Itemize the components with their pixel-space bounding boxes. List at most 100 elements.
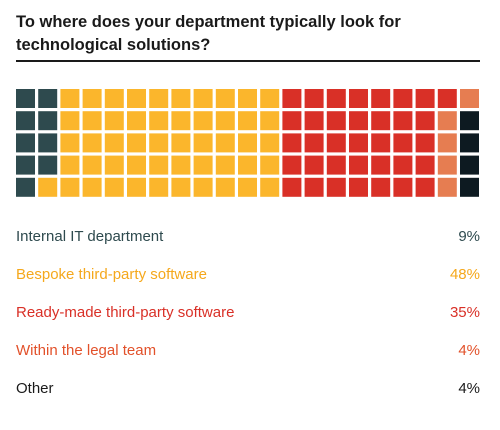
waffle-cell-within-the-legal-team <box>437 155 457 175</box>
waffle-cell-ready-made-third-party-software <box>326 177 346 197</box>
legend-label-bespoke: Bespoke third-party software <box>16 266 207 283</box>
waffle-cell-internal-it-department <box>16 133 35 153</box>
waffle-cell-ready-made-third-party-software <box>393 133 413 153</box>
waffle-cell-internal-it-department <box>38 155 58 175</box>
waffle-cell-bespoke-third-party-software <box>104 133 124 153</box>
waffle-cell-bespoke-third-party-software <box>60 155 80 175</box>
legend-row-other: Other 4% <box>16 375 480 413</box>
waffle-cell-ready-made-third-party-software <box>326 89 346 108</box>
waffle-cell-bespoke-third-party-software <box>149 155 169 175</box>
waffle-cell-ready-made-third-party-software <box>437 89 457 108</box>
waffle-cell-bespoke-third-party-software <box>60 177 80 197</box>
waffle-cell-ready-made-third-party-software <box>371 89 391 108</box>
waffle-cell-bespoke-third-party-software <box>193 177 213 197</box>
waffle-cell-other <box>460 155 479 175</box>
legend-row-legal-team: Within the legal team 4% <box>16 337 480 375</box>
waffle-cell-bespoke-third-party-software <box>260 155 280 175</box>
legend-value-bespoke: 48% <box>449 266 480 283</box>
waffle-cell-bespoke-third-party-software <box>238 177 257 197</box>
waffle-cell-bespoke-third-party-software <box>260 177 280 197</box>
waffle-cell-internal-it-department <box>38 111 58 131</box>
waffle-cell-ready-made-third-party-software <box>282 133 302 153</box>
waffle-cell-ready-made-third-party-software <box>282 155 302 175</box>
waffle-cell-bespoke-third-party-software <box>215 177 235 197</box>
waffle-cell-ready-made-third-party-software <box>393 89 413 108</box>
waffle-cell-bespoke-third-party-software <box>193 133 213 153</box>
legend: Internal IT department 9% Bespoke third-… <box>16 223 480 413</box>
waffle-cell-ready-made-third-party-software <box>349 133 368 153</box>
waffle-cell-bespoke-third-party-software <box>215 133 235 153</box>
legend-label-internal-it: Internal IT department <box>16 228 164 245</box>
title-divider <box>16 60 480 62</box>
legend-value-ready-made: 35% <box>449 304 480 321</box>
waffle-cell-ready-made-third-party-software <box>371 133 391 153</box>
waffle-cell-ready-made-third-party-software <box>415 89 435 108</box>
legend-value-other: 4% <box>458 380 480 397</box>
waffle-cell-ready-made-third-party-software <box>371 177 391 197</box>
waffle-cell-ready-made-third-party-software <box>349 111 368 131</box>
waffle-cell-bespoke-third-party-software <box>82 155 102 175</box>
waffle-cell-ready-made-third-party-software <box>282 111 302 131</box>
waffle-cell-bespoke-third-party-software <box>127 111 146 131</box>
waffle-cell-bespoke-third-party-software <box>260 89 280 108</box>
waffle-cell-bespoke-third-party-software <box>127 155 146 175</box>
waffle-cell-internal-it-department <box>38 89 58 108</box>
legend-label-ready-made: Ready-made third-party software <box>16 304 235 321</box>
legend-value-internal-it: 9% <box>458 228 480 245</box>
waffle-cell-ready-made-third-party-software <box>349 177 368 197</box>
waffle-cell-bespoke-third-party-software <box>238 89 257 108</box>
waffle-cell-bespoke-third-party-software <box>60 111 80 131</box>
waffle-cell-bespoke-third-party-software <box>238 133 257 153</box>
waffle-cell-bespoke-third-party-software <box>193 89 213 108</box>
waffle-cell-within-the-legal-team <box>437 133 457 153</box>
waffle-cell-within-the-legal-team <box>437 177 457 197</box>
waffle-cell-bespoke-third-party-software <box>104 111 124 131</box>
waffle-cell-bespoke-third-party-software <box>60 133 80 153</box>
waffle-cell-bespoke-third-party-software <box>215 89 235 108</box>
waffle-cell-ready-made-third-party-software <box>393 177 413 197</box>
waffle-cell-bespoke-third-party-software <box>193 155 213 175</box>
waffle-cell-bespoke-third-party-software <box>260 111 280 131</box>
waffle-cell-internal-it-department <box>38 133 58 153</box>
waffle-cell-ready-made-third-party-software <box>349 155 368 175</box>
waffle-cell-ready-made-third-party-software <box>326 111 346 131</box>
waffle-cell-bespoke-third-party-software <box>260 133 280 153</box>
waffle-cell-internal-it-department <box>16 177 35 197</box>
waffle-cell-bespoke-third-party-software <box>171 177 191 197</box>
waffle-cell-bespoke-third-party-software <box>238 111 257 131</box>
waffle-cell-bespoke-third-party-software <box>149 133 169 153</box>
waffle-cell-within-the-legal-team <box>460 89 479 108</box>
waffle-cell-bespoke-third-party-software <box>171 89 191 108</box>
waffle-cell-ready-made-third-party-software <box>282 177 302 197</box>
legend-row-ready-made: Ready-made third-party software 35% <box>16 299 480 337</box>
waffle-cell-ready-made-third-party-software <box>393 155 413 175</box>
waffle-cell-bespoke-third-party-software <box>38 177 58 197</box>
waffle-cell-other <box>460 111 479 131</box>
waffle-cell-bespoke-third-party-software <box>215 155 235 175</box>
waffle-cell-internal-it-department <box>16 111 35 131</box>
waffle-cell-bespoke-third-party-software <box>82 89 102 108</box>
waffle-cell-ready-made-third-party-software <box>304 89 324 108</box>
waffle-cell-bespoke-third-party-software <box>171 155 191 175</box>
waffle-cell-other <box>460 133 479 153</box>
waffle-cell-bespoke-third-party-software <box>82 177 102 197</box>
waffle-cell-ready-made-third-party-software <box>371 111 391 131</box>
legend-label-legal-team: Within the legal team <box>16 342 157 359</box>
waffle-cell-within-the-legal-team <box>437 111 457 131</box>
waffle-cell-ready-made-third-party-software <box>415 111 435 131</box>
waffle-cell-bespoke-third-party-software <box>127 89 146 108</box>
waffle-cell-ready-made-third-party-software <box>304 177 324 197</box>
waffle-cell-bespoke-third-party-software <box>149 177 169 197</box>
waffle-cell-bespoke-third-party-software <box>104 155 124 175</box>
waffle-cell-other <box>460 177 479 197</box>
legend-value-legal-team: 4% <box>458 342 480 359</box>
chart-title: To where does your department typically … <box>16 13 401 54</box>
waffle-chart <box>16 89 479 197</box>
waffle-cell-bespoke-third-party-software <box>171 133 191 153</box>
waffle-cell-internal-it-department <box>16 89 35 108</box>
waffle-cell-bespoke-third-party-software <box>171 111 191 131</box>
waffle-cell-internal-it-department <box>16 155 35 175</box>
waffle-cell-ready-made-third-party-software <box>371 155 391 175</box>
waffle-cell-bespoke-third-party-software <box>215 111 235 131</box>
waffle-cell-ready-made-third-party-software <box>326 133 346 153</box>
